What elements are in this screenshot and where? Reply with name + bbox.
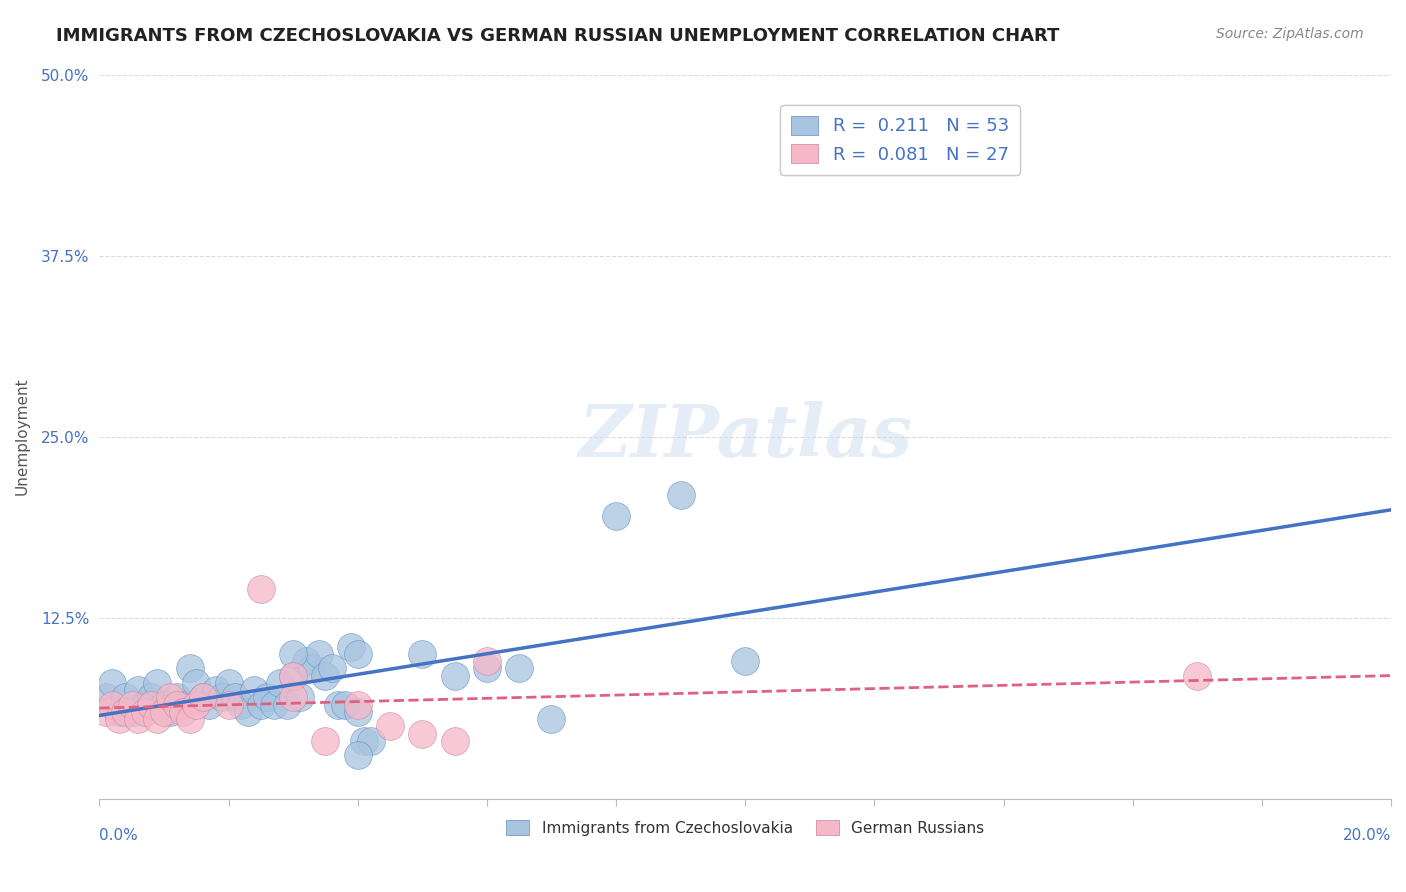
Point — [107, 705, 129, 719]
Point — [159, 705, 181, 719]
Point — [669, 488, 692, 502]
Point — [340, 640, 363, 654]
Point — [411, 726, 433, 740]
Point — [146, 676, 169, 690]
Point — [328, 698, 350, 712]
Text: 0.0%: 0.0% — [100, 828, 138, 843]
Point — [166, 698, 188, 712]
Point — [134, 705, 156, 719]
Point — [172, 698, 194, 712]
Point — [540, 712, 562, 726]
Point — [186, 676, 208, 690]
Point — [166, 690, 188, 705]
Point — [346, 698, 368, 712]
Point — [94, 690, 117, 705]
Point — [114, 690, 136, 705]
Point — [475, 654, 498, 668]
Point — [443, 734, 465, 748]
Point — [508, 661, 530, 675]
Point — [179, 712, 201, 726]
Text: IMMIGRANTS FROM CZECHOSLOVAKIA VS GERMAN RUSSIAN UNEMPLOYMENT CORRELATION CHART: IMMIGRANTS FROM CZECHOSLOVAKIA VS GERMAN… — [56, 27, 1060, 45]
Text: ZIPatlas: ZIPatlas — [578, 401, 912, 472]
Point — [353, 734, 375, 748]
Point — [295, 654, 318, 668]
Point — [121, 705, 143, 719]
Point — [269, 676, 291, 690]
Point — [191, 690, 214, 705]
Point — [411, 647, 433, 661]
Point — [172, 705, 194, 719]
Point — [276, 698, 298, 712]
Point — [281, 690, 304, 705]
Legend: R =  0.211   N = 53, R =  0.081   N = 27: R = 0.211 N = 53, R = 0.081 N = 27 — [780, 105, 1019, 175]
Point — [139, 698, 162, 712]
Point — [153, 698, 176, 712]
Point — [314, 669, 336, 683]
Point — [139, 690, 162, 705]
Point — [346, 748, 368, 763]
Point — [263, 698, 285, 712]
Point — [94, 705, 117, 719]
Point — [346, 705, 368, 719]
Point — [443, 669, 465, 683]
Point — [308, 647, 330, 661]
Point — [179, 661, 201, 675]
Point — [101, 676, 124, 690]
Point — [281, 647, 304, 661]
Point — [101, 698, 124, 712]
Point — [314, 734, 336, 748]
Point — [224, 690, 246, 705]
Point — [475, 661, 498, 675]
Point — [281, 669, 304, 683]
Text: Source: ZipAtlas.com: Source: ZipAtlas.com — [1216, 27, 1364, 41]
Point — [218, 698, 240, 712]
Point — [321, 661, 343, 675]
Point — [198, 698, 221, 712]
Point — [211, 690, 233, 705]
Y-axis label: Unemployment: Unemployment — [15, 378, 30, 495]
Point — [281, 669, 304, 683]
Point — [605, 509, 627, 524]
Point — [218, 676, 240, 690]
Point — [107, 712, 129, 726]
Point — [127, 712, 149, 726]
Point — [734, 654, 756, 668]
Point — [153, 705, 176, 719]
Point — [204, 683, 226, 698]
Point — [360, 734, 382, 748]
Point — [333, 698, 356, 712]
Point — [1187, 669, 1209, 683]
Point — [231, 698, 253, 712]
Point — [186, 698, 208, 712]
Point — [378, 719, 401, 733]
Point — [249, 698, 271, 712]
Point — [243, 683, 266, 698]
Point — [256, 690, 278, 705]
Point — [159, 690, 181, 705]
Point — [236, 705, 259, 719]
Point — [134, 698, 156, 712]
Point — [146, 712, 169, 726]
Point — [288, 690, 311, 705]
Point — [301, 661, 323, 675]
Point — [114, 705, 136, 719]
Point — [346, 647, 368, 661]
Point — [191, 690, 214, 705]
Text: 20.0%: 20.0% — [1343, 828, 1391, 843]
Point — [127, 683, 149, 698]
Point — [121, 698, 143, 712]
Point — [249, 582, 271, 596]
